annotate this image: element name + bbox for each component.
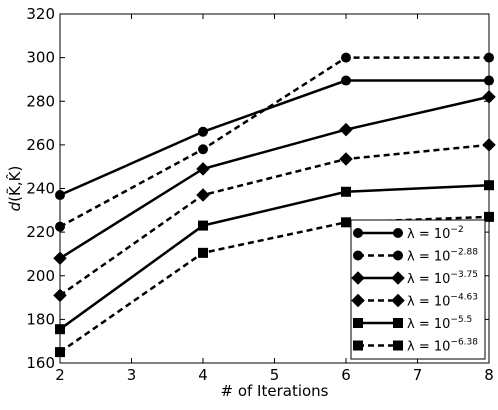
- legend-label-base: λ = 10: [407, 340, 450, 355]
- axis-ticks: 2 3 4 5 6 7 8 160 180 200 220 240 260 280 300 320: [26, 5, 493, 384]
- legend-label-exponent: −4.63: [450, 293, 478, 303]
- circle-marker: [353, 250, 363, 261]
- square-marker: [198, 220, 208, 231]
- x-tick-label: 5: [270, 366, 280, 384]
- diamond-marker: [339, 152, 353, 166]
- square-marker: [393, 318, 403, 328]
- legend-label: λ = 10−4.63: [407, 293, 478, 310]
- x-axis-label: # of Iterations: [220, 382, 328, 400]
- series-line-5: [59, 183, 490, 331]
- legend-label-base: λ = 10: [407, 317, 450, 332]
- legend-label-base: λ = 10: [407, 250, 450, 265]
- y-tick-label: 180: [26, 310, 55, 328]
- legend: λ = 10−2λ = 10−2.88λ = 10−3.75λ = 10−4.6…: [350, 219, 486, 360]
- legend-label: λ = 10−3.75: [407, 270, 478, 287]
- y-tick-label: 240: [26, 180, 55, 198]
- series-line-2: [59, 56, 489, 228]
- diamond-marker: [196, 162, 210, 176]
- y-tick-label: 280: [26, 92, 55, 110]
- y-axis-label: d(K̃,K̂): [5, 166, 24, 212]
- y-tick-label: 260: [26, 136, 55, 154]
- legend-label-base: λ = 10: [407, 295, 450, 310]
- x-tick-label: 8: [484, 366, 494, 384]
- legend-label: λ = 10−6.38: [407, 338, 478, 355]
- series-line-4: [59, 143, 490, 297]
- diamond-marker: [391, 293, 405, 308]
- y-axis-label-base: d: [6, 201, 24, 211]
- series-line-1: [59, 79, 489, 197]
- legend-label-exponent: −5.5: [450, 315, 472, 325]
- legend-label-exponent: −6.38: [450, 338, 478, 348]
- x-tick-label: 6: [341, 366, 351, 384]
- legend-label-exponent: −2.88: [450, 248, 478, 258]
- circle-marker: [341, 75, 351, 86]
- square-marker: [198, 247, 208, 258]
- circle-marker: [393, 250, 403, 261]
- legend-label: λ = 10−2: [407, 225, 464, 242]
- x-tick-label: 2: [55, 366, 65, 384]
- legend-box: [350, 219, 486, 360]
- legend-label: λ = 10−2.88: [407, 248, 478, 265]
- y-tick-label: 200: [26, 267, 55, 285]
- circle-marker: [198, 126, 208, 137]
- square-marker: [353, 340, 363, 351]
- diamond-marker: [391, 271, 405, 285]
- square-marker: [353, 318, 363, 328]
- y-tick-label: 160: [26, 354, 55, 372]
- x-tick-label: 3: [127, 366, 137, 384]
- square-marker: [341, 186, 351, 197]
- y-axis-label-args: (K̃,K̂): [5, 166, 24, 202]
- diamond-marker: [339, 122, 353, 137]
- x-tick-label: 4: [198, 366, 208, 384]
- circle-marker: [198, 144, 208, 155]
- y-tick-label: 320: [26, 5, 55, 23]
- circle-marker: [341, 52, 351, 63]
- square-marker: [393, 340, 403, 351]
- legend-label: λ = 10−5.5: [407, 315, 472, 332]
- legend-label-base: λ = 10: [407, 227, 450, 242]
- x-tick-label: 7: [413, 366, 423, 384]
- legend-label-exponent: −3.75: [450, 270, 478, 280]
- legend-label-exponent: −2: [450, 225, 463, 235]
- diamond-marker: [196, 188, 210, 202]
- circle-marker: [393, 228, 403, 238]
- diamond-marker: [351, 293, 365, 308]
- legend-label-base: λ = 10: [407, 272, 450, 287]
- series-line-3: [59, 95, 490, 260]
- square-marker: [341, 217, 351, 228]
- y-tick-label: 220: [26, 223, 55, 241]
- y-tick-label: 300: [26, 49, 55, 67]
- circle-marker: [353, 228, 363, 238]
- diamond-marker: [351, 271, 365, 285]
